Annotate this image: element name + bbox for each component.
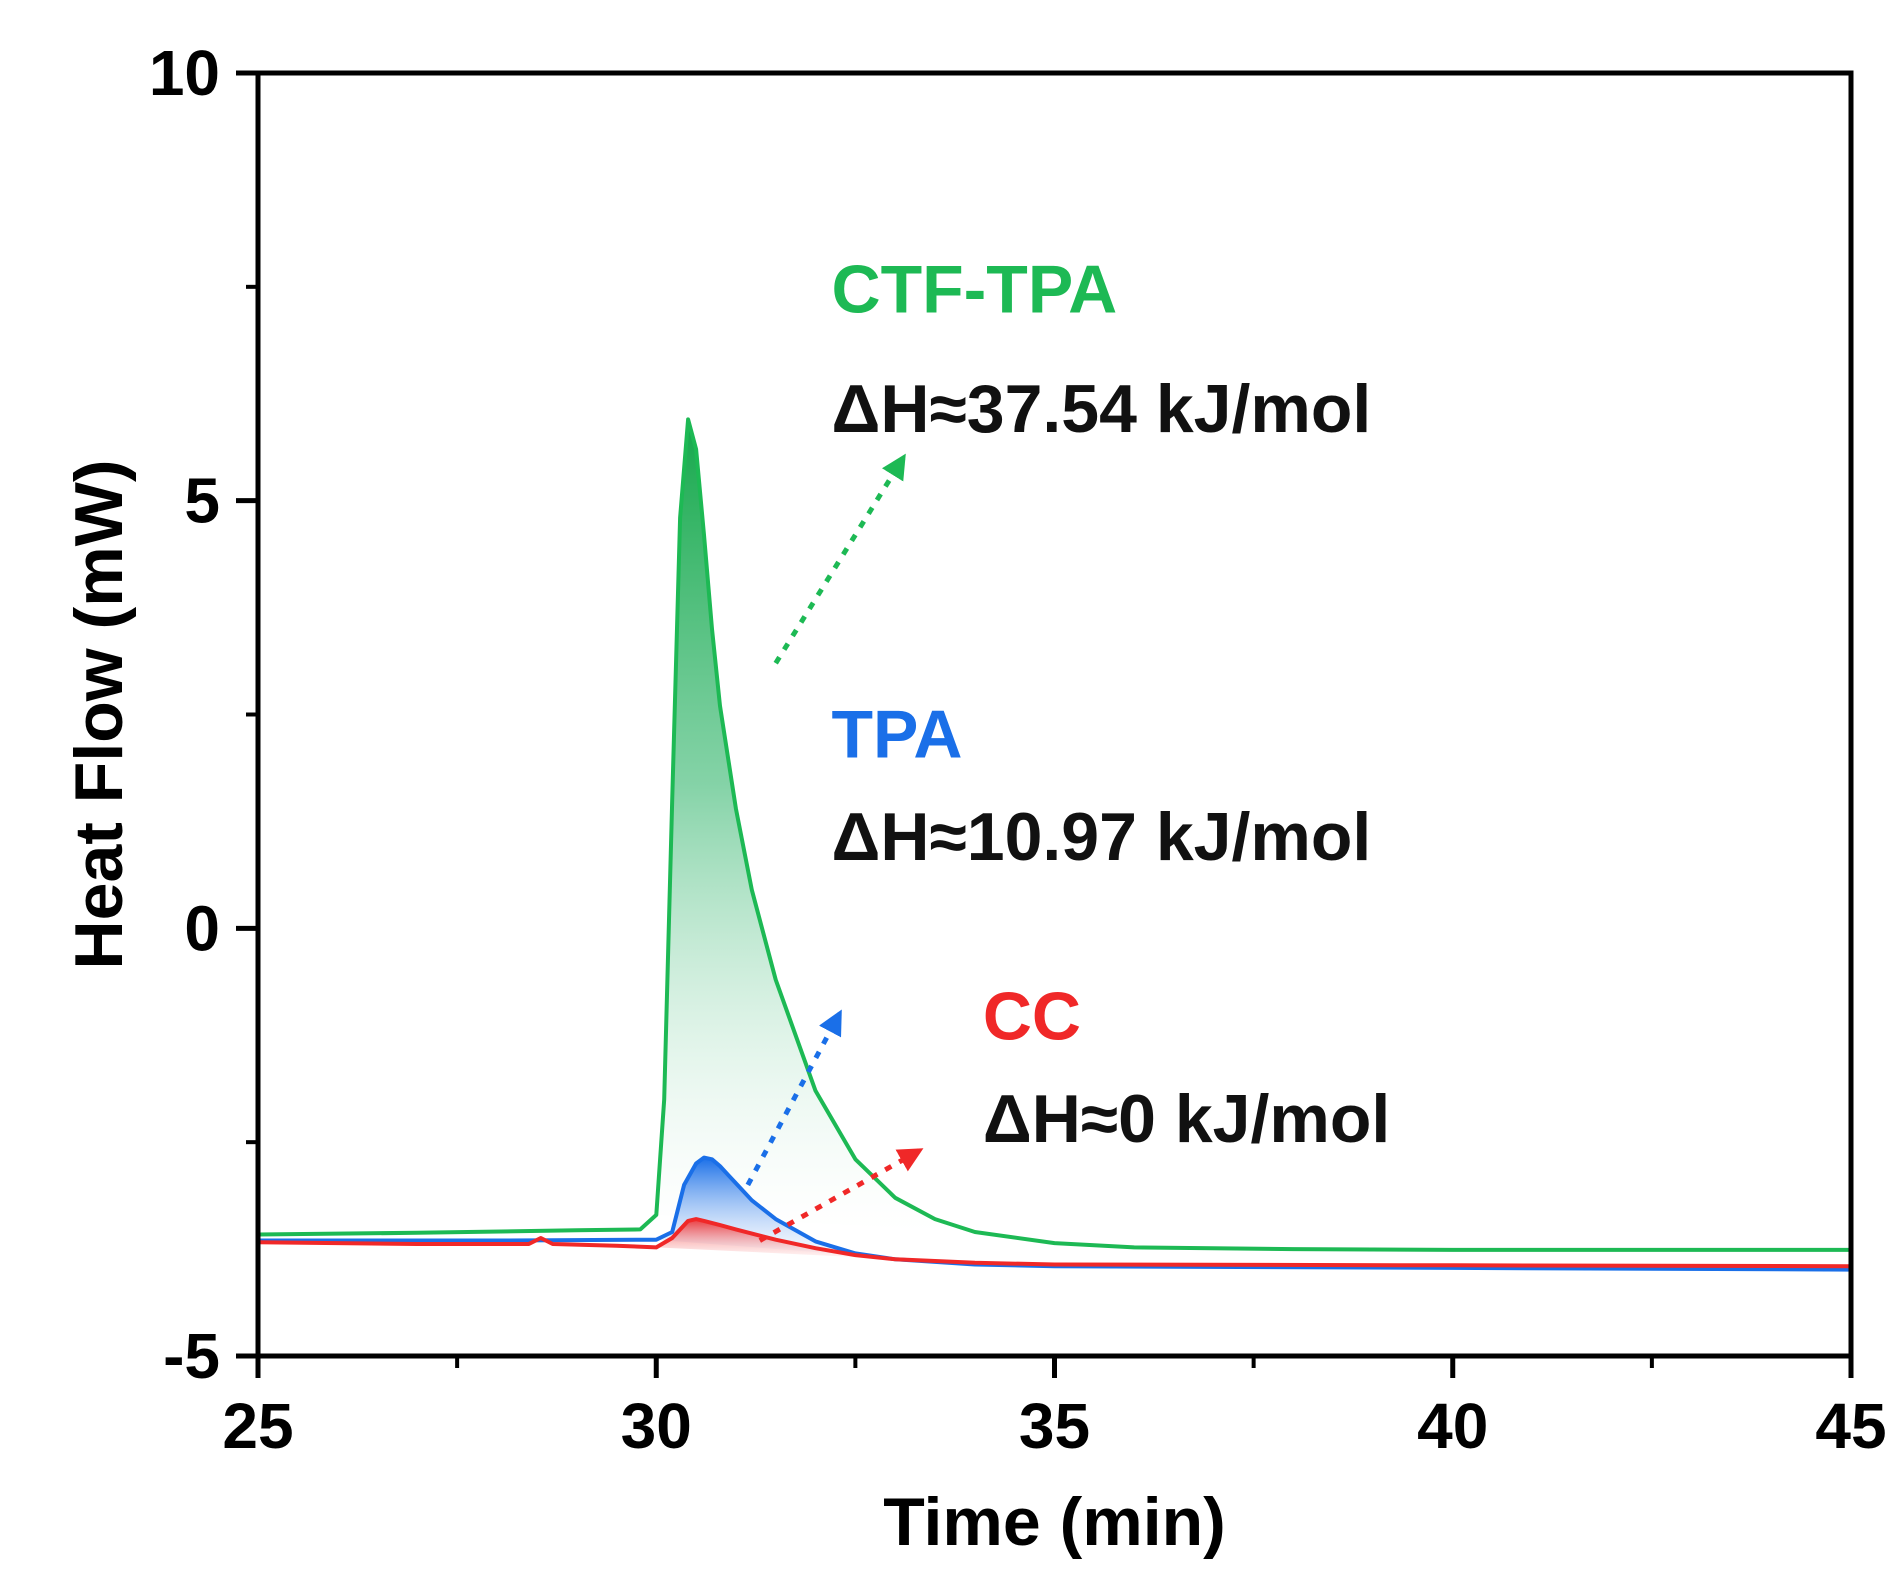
y-tick-label: 10 — [149, 37, 220, 109]
y-tick-label: 0 — [184, 892, 220, 964]
y-axis-title: Heat Flow (mW) — [61, 460, 137, 970]
y-tick-label: -5 — [163, 1320, 220, 1392]
series-line-ctf-tpa — [256, 417, 1853, 1252]
x-tick-label: 35 — [1019, 1390, 1090, 1462]
x-axis-title: Time (min) — [883, 1484, 1226, 1560]
annotation-arrows — [745, 453, 924, 1243]
enthalpy-cc: ΔH≈0 kJ/mol — [983, 1081, 1390, 1157]
annotations: CTF-TPA ΔH≈37.54 kJ/mol TPA ΔH≈10.97 kJ/mol… — [831, 251, 1390, 1157]
x-tick-labels: 25 30 35 40 45 — [222, 1390, 1886, 1462]
series-line-cc — [256, 1217, 1853, 1269]
series-line-tpa — [256, 1155, 1853, 1272]
enthalpy-tpa: ΔH≈10.97 kJ/mol — [831, 799, 1371, 875]
arrow-tpa — [745, 1009, 842, 1187]
enthalpy-ctf-tpa: ΔH≈37.54 kJ/mol — [831, 371, 1371, 447]
x-tick-label: 45 — [1815, 1390, 1886, 1462]
x-tick-label: 25 — [222, 1390, 293, 1462]
label-tpa: TPA — [831, 696, 962, 772]
axis-ticks — [236, 70, 1854, 1378]
y-tick-labels: -5 0 5 10 — [149, 37, 220, 1392]
x-tick-label: 30 — [621, 1390, 692, 1462]
arrow-ctf-tpa — [773, 453, 906, 665]
series-lines — [256, 417, 1853, 1272]
label-ctf-tpa: CTF-TPA — [831, 251, 1117, 327]
label-cc: CC — [983, 979, 1081, 1055]
y-tick-label: 5 — [184, 465, 220, 537]
x-tick-label: 40 — [1417, 1390, 1488, 1462]
peak-fill-ctf-tpa — [656, 419, 975, 1232]
